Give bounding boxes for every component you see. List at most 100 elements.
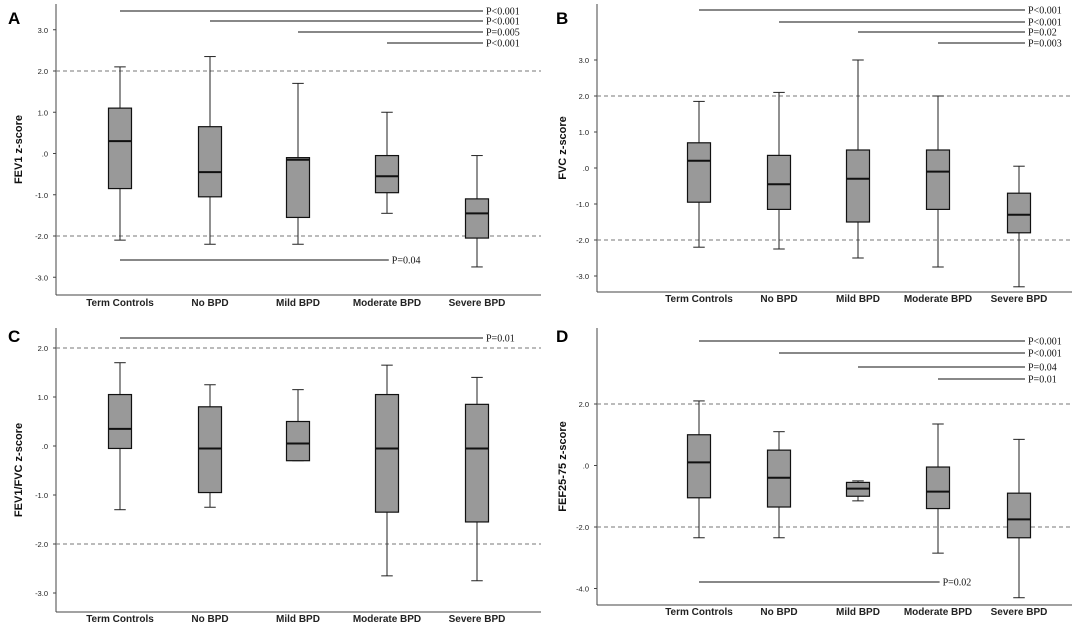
box-3 <box>845 480 871 502</box>
box-3 <box>285 82 311 245</box>
y-tick-label: -1.0 <box>35 191 48 200</box>
y-tick-label: 2.0 <box>38 344 48 353</box>
box-4 <box>925 95 951 268</box>
y-axis-label: FEF25-75 z-score <box>557 421 569 511</box>
iqr-box <box>464 198 490 239</box>
box-1 <box>107 362 133 511</box>
category-label: Mild BPD <box>836 294 880 305</box>
panel-letter: C <box>8 327 20 346</box>
iqr-box <box>107 107 133 190</box>
iqr-box <box>1006 492 1032 539</box>
category-label: Term Controls <box>665 607 733 618</box>
y-axis-label: FEV1 z-score <box>13 115 25 184</box>
p-value-label: P=0.01 <box>1028 375 1057 386</box>
box-3 <box>845 59 871 259</box>
y-tick-label: -1.0 <box>35 491 48 500</box>
iqr-box <box>197 406 223 494</box>
y-tick-label: -2.0 <box>35 540 48 549</box>
y-tick-label: 2.0 <box>579 92 589 101</box>
p-value-label: P<0.001 <box>486 7 520 18</box>
iqr-box <box>766 154 792 210</box>
y-tick-label: .0 <box>42 442 48 451</box>
category-label: Moderate BPD <box>353 614 421 625</box>
box-2 <box>766 431 792 539</box>
y-tick-label: -3.0 <box>35 589 48 598</box>
category-label: No BPD <box>191 614 228 625</box>
y-tick-label: .0 <box>583 164 589 173</box>
category-label: No BPD <box>760 607 797 618</box>
category-label: Mild BPD <box>836 607 880 618</box>
p-value-label: P<0.001 <box>486 39 520 50</box>
category-label: Moderate BPD <box>904 607 972 618</box>
category-label: No BPD <box>760 294 797 305</box>
p-value-label: P=0.01 <box>486 334 515 345</box>
panel-b: B 3.0 2.0 1.0 .0 -1.0 -2.0 -3.0 FVC z-score Term … <box>556 4 1072 305</box>
p-value-label: P=0.04 <box>392 256 421 267</box>
p-value-label: P=0.02 <box>943 578 972 589</box>
y-axis-label: FEV1/FVC z-score <box>13 423 25 517</box>
box-5 <box>1006 165 1032 288</box>
box-5 <box>464 376 490 582</box>
iqr-box <box>285 157 311 219</box>
iqr-box <box>845 149 871 223</box>
y-tick-label: -2.0 <box>35 232 48 241</box>
p-value-label: P<0.001 <box>486 17 520 28</box>
box-5 <box>1006 438 1032 599</box>
panel-c: C 2.0 1.0 .0 -1.0 -2.0 -3.0 FEV1/FVC z-score Ter… <box>8 327 541 625</box>
p-value-label: P<0.001 <box>1028 349 1062 360</box>
panel-d: D 2.0 .0 -2.0 -4.0 FEF25-75 z-score Term Contr… <box>556 327 1072 618</box>
iqr-box <box>197 126 223 198</box>
panel-letter: B <box>556 9 568 28</box>
category-label: Moderate BPD <box>904 294 972 305</box>
category-label: Mild BPD <box>276 298 320 309</box>
y-tick-label: 2.0 <box>579 400 589 409</box>
category-label: Moderate BPD <box>353 298 421 309</box>
iqr-box <box>686 142 712 203</box>
iqr-box <box>925 149 951 211</box>
p-value-label: P=0.003 <box>1028 39 1062 50</box>
category-label: Severe BPD <box>449 614 506 625</box>
category-label: Severe BPD <box>449 298 506 309</box>
category-label: Mild BPD <box>276 614 320 625</box>
panel-letter: A <box>8 9 20 28</box>
box-5 <box>464 155 490 268</box>
box-2 <box>197 384 223 508</box>
p-value-label: P=0.02 <box>1028 28 1057 39</box>
p-value-label: P=0.04 <box>1028 363 1057 374</box>
box-4 <box>925 423 951 554</box>
box-1 <box>686 100 712 248</box>
category-label: Term Controls <box>86 614 154 625</box>
category-label: Severe BPD <box>991 294 1048 305</box>
box-2 <box>197 56 223 245</box>
box-2 <box>766 91 792 250</box>
category-label: No BPD <box>191 298 228 309</box>
panel-a: A 3.0 2.0 1.0 .0 -1.0 -2.0 -3.0 FEV1 z-score Term… <box>8 4 541 309</box>
y-tick-label: -3.0 <box>35 273 48 282</box>
y-tick-label: -1.0 <box>576 200 589 209</box>
y-tick-label: -3.0 <box>576 272 589 281</box>
box-4 <box>374 364 400 577</box>
y-tick-label: -2.0 <box>576 236 589 245</box>
category-label: Term Controls <box>665 294 733 305</box>
y-tick-label: 1.0 <box>38 108 48 117</box>
y-tick-label: -2.0 <box>576 523 589 532</box>
iqr-box <box>374 393 400 513</box>
y-tick-label: 3.0 <box>38 26 48 35</box>
y-tick-label: -4.0 <box>576 585 589 594</box>
iqr-box <box>374 154 400 194</box>
panel-letter: D <box>556 327 568 346</box>
p-value-label: P<0.001 <box>1028 6 1062 17</box>
category-label: Severe BPD <box>991 607 1048 618</box>
iqr-box <box>464 403 490 523</box>
iqr-box <box>107 393 133 450</box>
p-value-label: P=0.005 <box>486 28 520 39</box>
iqr-box <box>925 466 951 510</box>
category-label: Term Controls <box>86 298 154 309</box>
p-value-label: P<0.001 <box>1028 18 1062 29</box>
p-value-label: P<0.001 <box>1028 337 1062 348</box>
y-tick-label: 1.0 <box>38 393 48 402</box>
y-tick-label: 2.0 <box>38 67 48 76</box>
y-tick-label: .0 <box>583 462 589 471</box>
y-tick-label: 3.0 <box>579 56 589 65</box>
iqr-box <box>1006 192 1032 234</box>
